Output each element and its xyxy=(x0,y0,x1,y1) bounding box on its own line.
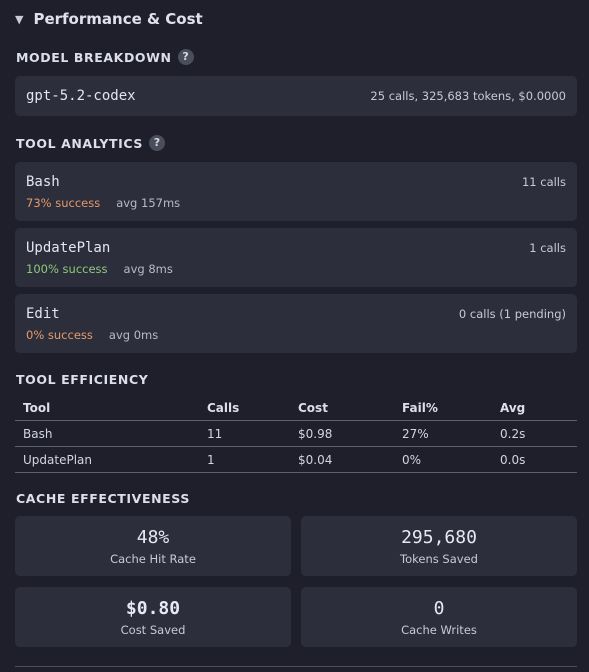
cost-saved-card: $0.80 Cost Saved xyxy=(15,587,291,647)
stat-label: Cache Writes xyxy=(401,623,477,637)
model-card: gpt-5.2-codex 25 calls, 325,683 tokens, … xyxy=(15,76,577,116)
cache-effectiveness-title: CACHE EFFECTIVENESS xyxy=(16,491,190,506)
tool-calls: 0 calls (1 pending) xyxy=(458,307,566,321)
cache-effectiveness-heading: CACHE EFFECTIVENESS xyxy=(16,491,190,506)
tool-card-bash: Bash 11 calls 73% success avg 157ms xyxy=(15,162,577,221)
tool-name: Edit xyxy=(26,306,60,322)
tool-calls: 11 calls xyxy=(521,175,566,189)
model-breakdown-title: MODEL BREAKDOWN xyxy=(16,49,172,65)
divider xyxy=(15,666,577,667)
table-cell: 0.2s xyxy=(492,420,577,447)
table-cell: 27% xyxy=(394,420,492,447)
table-cell: 0.0s xyxy=(492,446,577,473)
cache-hit-rate-card: 48% Cache Hit Rate xyxy=(15,516,291,576)
column-header: Cost xyxy=(290,396,394,421)
tool-avg-time: avg 157ms xyxy=(116,196,181,210)
collapse-caret-icon[interactable]: ▼ xyxy=(15,12,24,26)
table-row: Bash 11 $0.98 27% 0.2s xyxy=(15,420,577,447)
help-icon[interactable]: ? xyxy=(148,135,165,151)
stat-label: Cache Hit Rate xyxy=(110,552,196,566)
stat-value: $0.80 xyxy=(125,598,181,619)
stat-value: 48% xyxy=(136,527,170,548)
section-title: Performance & Cost xyxy=(33,10,203,28)
tool-success-rate: 100% success xyxy=(26,262,108,276)
tool-card-edit: Edit 0 calls (1 pending) 0% success avg … xyxy=(15,294,577,353)
model-stats: 25 calls, 325,683 tokens, $0.0000 xyxy=(370,89,566,103)
tool-analytics-title: TOOL ANALYTICS xyxy=(16,135,143,151)
cache-writes-card: 0 Cache Writes xyxy=(301,587,577,647)
tool-name: UpdatePlan xyxy=(26,240,111,256)
tool-avg-time: avg 8ms xyxy=(123,262,173,276)
tool-name: Bash xyxy=(26,174,60,190)
table-cell: UpdatePlan xyxy=(15,446,199,473)
tool-meta: 73% success avg 157ms xyxy=(26,196,180,210)
tool-efficiency-title: TOOL EFFICIENCY xyxy=(16,372,149,387)
tool-meta: 100% success avg 8ms xyxy=(26,262,173,276)
help-icon[interactable]: ? xyxy=(177,49,194,65)
table-cell: $0.98 xyxy=(290,420,394,447)
table-cell: $0.04 xyxy=(290,446,394,473)
stat-label: Tokens Saved xyxy=(400,552,478,566)
table-header-row: Tool Calls Cost Fail% Avg xyxy=(15,396,577,421)
column-header: Calls xyxy=(199,396,290,421)
tool-card-updateplan: UpdatePlan 1 calls 100% success avg 8ms xyxy=(15,228,577,287)
tool-analytics-heading: TOOL ANALYTICS ? xyxy=(16,135,165,151)
tool-avg-time: avg 0ms xyxy=(108,328,159,342)
table-cell: 0% xyxy=(394,446,492,473)
performance-cost-toggle[interactable]: ▼ Performance & Cost xyxy=(15,10,203,28)
table-cell: 1 xyxy=(199,446,290,473)
model-breakdown-heading: MODEL BREAKDOWN ? xyxy=(16,49,194,65)
column-header: Tool xyxy=(15,396,199,421)
tool-efficiency-heading: TOOL EFFICIENCY xyxy=(16,372,148,387)
tool-success-rate: 73% success xyxy=(26,196,101,210)
column-header: Fail% xyxy=(394,396,492,421)
table-row: UpdatePlan 1 $0.04 0% 0.0s xyxy=(15,446,577,473)
stat-value: 0 xyxy=(433,598,445,619)
stat-value: 295,680 xyxy=(401,527,477,548)
column-header: Avg xyxy=(492,396,577,421)
tokens-saved-card: 295,680 Tokens Saved xyxy=(301,516,577,576)
tool-meta: 0% success avg 0ms xyxy=(26,328,158,342)
model-name: gpt-5.2-codex xyxy=(26,88,136,104)
tool-efficiency-table: Tool Calls Cost Fail% Avg Bash 11 $0.98 … xyxy=(15,396,577,473)
stat-label: Cost Saved xyxy=(120,623,186,637)
tool-calls: 1 calls xyxy=(529,241,566,255)
table-cell: 11 xyxy=(199,420,290,447)
table-cell: Bash xyxy=(15,420,199,447)
tool-success-rate: 0% success xyxy=(26,328,93,342)
